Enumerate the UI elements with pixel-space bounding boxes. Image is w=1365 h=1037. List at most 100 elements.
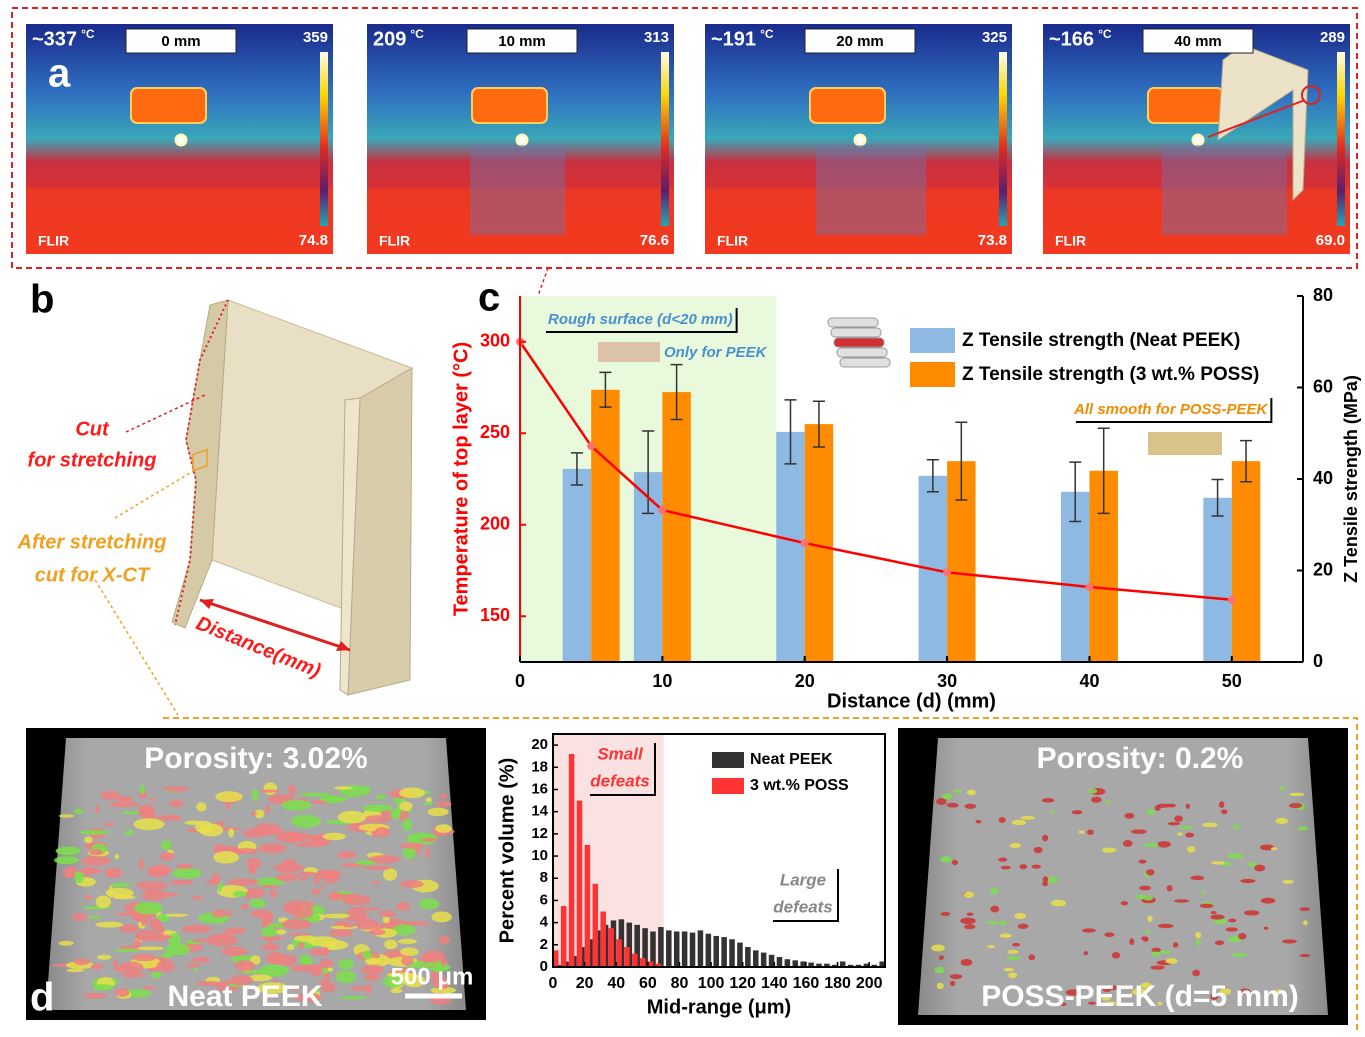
pore <box>115 988 130 997</box>
y-axis-label: Temperature of top layer (°C) <box>450 342 472 616</box>
pore <box>337 851 356 859</box>
pore <box>262 918 269 928</box>
x-tick-label: 140 <box>761 975 788 992</box>
pore <box>206 933 237 946</box>
pore <box>364 974 379 981</box>
y-tick-label: 4 <box>540 914 549 931</box>
panel-label: a <box>48 52 71 96</box>
pore <box>1244 910 1259 915</box>
x-tick-label: 200 <box>856 975 883 992</box>
pore <box>261 944 279 951</box>
ct-label: After stretching <box>17 531 167 553</box>
x-tick-label: 100 <box>698 975 725 992</box>
scale-min: 73.8 <box>978 232 1007 249</box>
pore <box>95 922 123 928</box>
x-tick-label: 10 <box>652 671 672 691</box>
pore <box>1187 846 1195 853</box>
pore <box>1082 928 1096 932</box>
line-marker <box>658 506 666 514</box>
pore <box>936 798 946 805</box>
pore <box>323 796 349 801</box>
color-scale <box>320 52 328 226</box>
pore <box>1112 952 1120 959</box>
legend-label: 3 wt.% POSS <box>750 777 849 794</box>
pore <box>228 910 232 917</box>
histogram-bar <box>682 931 688 967</box>
y-tick-label: 16 <box>531 780 548 797</box>
pore <box>56 847 81 856</box>
color-scale <box>999 52 1007 226</box>
pore <box>343 924 354 928</box>
pore <box>1150 966 1164 970</box>
pore <box>281 919 311 930</box>
pore <box>106 888 134 898</box>
y2-tick-label: 40 <box>1313 468 1333 488</box>
y-tick-label: 0 <box>540 958 548 975</box>
pore <box>338 811 367 824</box>
pore <box>1004 968 1014 972</box>
scale-max: 359 <box>303 29 328 46</box>
pore <box>131 954 156 961</box>
legend-swatch <box>712 752 744 768</box>
pore <box>950 981 956 986</box>
brand-logo: FLIR <box>1055 233 1086 249</box>
pore <box>339 996 367 999</box>
pore <box>1173 942 1178 947</box>
pore <box>1174 815 1183 822</box>
pore <box>362 951 372 960</box>
pore <box>323 914 349 919</box>
porosity-label: Porosity: 0.2% <box>1037 742 1244 775</box>
pore <box>1210 915 1225 920</box>
pore <box>361 965 384 975</box>
histogram-bar <box>666 930 672 967</box>
layer-icon <box>840 358 890 367</box>
legend-swatch <box>910 362 955 387</box>
pore <box>1289 793 1304 796</box>
pore <box>246 891 250 899</box>
pore <box>937 983 944 989</box>
pore <box>192 957 210 963</box>
pore <box>960 918 975 924</box>
temperature-reading: ~191 <box>711 28 756 50</box>
annotation: Large <box>780 870 826 889</box>
panel-label: c <box>478 276 500 320</box>
histogram-bar <box>737 943 743 967</box>
hotspot <box>855 135 865 145</box>
cut-label: Cut <box>75 418 110 440</box>
pore <box>309 964 323 976</box>
pore <box>1102 848 1116 853</box>
pore <box>1047 877 1059 883</box>
x-tick-label: 160 <box>793 975 820 992</box>
pore <box>953 789 961 793</box>
pore <box>163 786 190 791</box>
histogram-bar <box>624 947 630 967</box>
pore <box>142 889 167 901</box>
pore <box>58 941 73 946</box>
pore <box>400 843 425 849</box>
pore <box>940 856 951 862</box>
pore <box>369 929 386 935</box>
annotation: Small <box>597 744 644 763</box>
pore <box>1261 898 1275 904</box>
pore <box>990 888 998 895</box>
pore <box>975 820 981 824</box>
pore <box>1221 809 1227 814</box>
pore <box>1233 824 1239 829</box>
y-tick-label: 18 <box>531 758 548 775</box>
pore <box>1018 924 1029 929</box>
panel-label: b <box>30 278 54 322</box>
nozzle <box>1148 88 1223 123</box>
x-tick-label: 60 <box>639 975 657 992</box>
pore <box>1000 920 1006 925</box>
scale-min: 69.0 <box>1316 232 1345 249</box>
pore <box>350 907 381 911</box>
y2-axis-label: Z Tensile strength (MPa) <box>1341 375 1361 583</box>
temperature-reading: 209 <box>373 28 406 50</box>
surface-thumbnail <box>598 342 660 362</box>
bar <box>662 392 690 662</box>
pore <box>1141 936 1148 940</box>
pore <box>161 840 172 850</box>
pore <box>1240 879 1255 883</box>
pore <box>1089 789 1098 794</box>
pore <box>1042 835 1048 842</box>
